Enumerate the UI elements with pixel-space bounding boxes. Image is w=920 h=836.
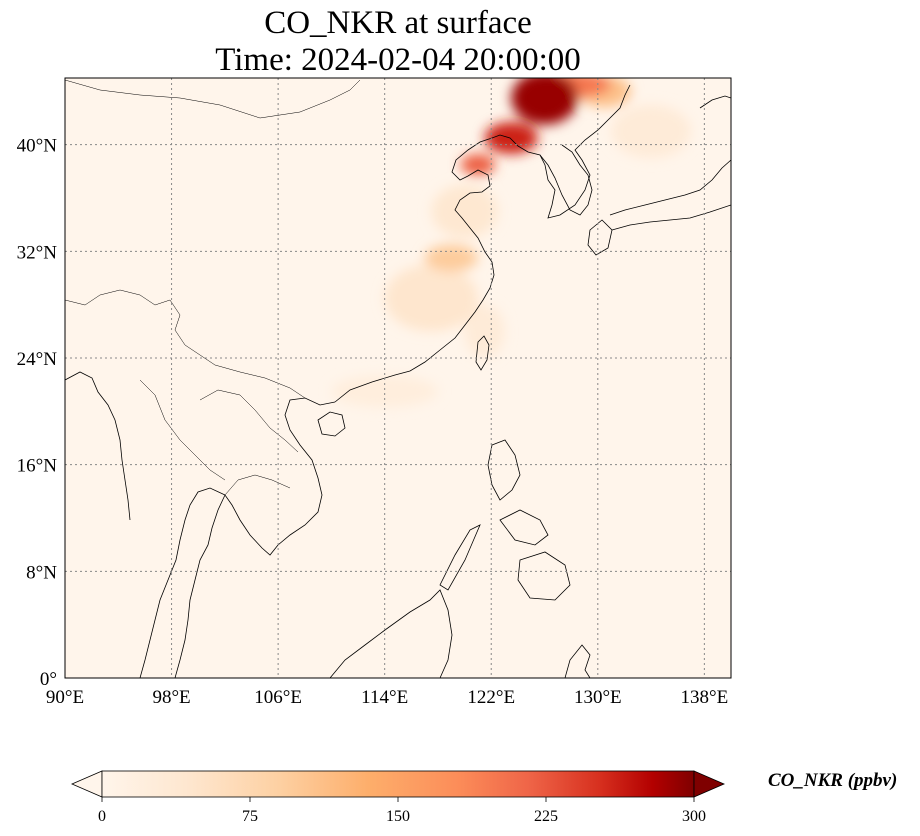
- sulawesi-island: [564, 644, 591, 678]
- colorbar-tick-label: 225: [534, 808, 558, 825]
- longitude-tick-label: 106°E: [254, 687, 302, 708]
- colorbar-ticks: 0 75 150 225 300: [98, 797, 706, 825]
- longitude-tick-label: 122°E: [467, 687, 515, 708]
- china-coastline: [334, 84, 631, 403]
- map-frame: [64, 77, 732, 679]
- longitude-tick-label: 138°E: [681, 687, 729, 708]
- co-plume: [460, 154, 496, 176]
- map-title: CO_NKR at surface: [264, 5, 532, 41]
- colorbar-tick-label: 75: [242, 808, 258, 825]
- colorbar-gradient: [101, 770, 695, 798]
- latitude-tick-label: 32°N: [17, 242, 58, 263]
- longitude-axis: 90°E 98°E 106°E 114°E 122°E 130°E 138°E: [46, 687, 728, 708]
- hainan-island: [317, 411, 346, 437]
- taiwan-island: [475, 335, 490, 371]
- co-plume: [611, 104, 692, 158]
- gridlines: [65, 78, 731, 678]
- colorbar-extend-max: [693, 770, 726, 798]
- mongolia-border: [65, 79, 361, 119]
- latitude-tick-label: 0°: [40, 669, 57, 690]
- coastlines: [65, 79, 731, 678]
- longitude-tick-label: 114°E: [361, 687, 408, 708]
- longitude-tick-label: 130°E: [574, 687, 622, 708]
- latitude-tick-label: 40°N: [17, 136, 58, 157]
- cambodia-border: [224, 474, 291, 496]
- latitude-axis: 0° 8°N 16°N 24°N 32°N 40°N: [17, 136, 58, 690]
- colorbar-tick-label: 300: [682, 808, 706, 825]
- visayas-islands: [499, 509, 549, 546]
- co-plume: [384, 264, 478, 332]
- longitude-tick-label: 98°E: [152, 687, 190, 708]
- co-plume: [431, 184, 498, 238]
- co-plume: [424, 244, 478, 272]
- co-plume: [511, 78, 578, 125]
- longitude-tick-label: 90°E: [46, 687, 84, 708]
- indochina-coastline: [174, 397, 336, 678]
- colorbar-extend-min: [70, 770, 103, 798]
- colorbar-label: CO_NKR (ppbv): [768, 770, 898, 791]
- country-borders: [65, 289, 306, 399]
- palawan-island: [439, 524, 481, 591]
- latitude-tick-label: 8°N: [26, 562, 57, 583]
- mindanao-island: [517, 551, 571, 601]
- hokkaido-island: [699, 95, 731, 109]
- colorbar-tick-label: 150: [386, 808, 410, 825]
- co-plume: [331, 375, 438, 408]
- co-plume: [464, 304, 505, 359]
- map-subtitle-time: Time: 2024-02-04 20:00:00: [215, 42, 581, 78]
- bay-of-bengal-coast: [65, 371, 131, 521]
- malay-peninsula: [139, 487, 226, 678]
- kyushu-island: [587, 219, 613, 256]
- colorbar: 0 75 150 225 300: [70, 770, 726, 825]
- borneo-island: [329, 589, 453, 678]
- colorbar-tick-label: 0: [98, 808, 106, 825]
- latitude-tick-label: 16°N: [17, 456, 58, 477]
- co-plume: [484, 122, 538, 154]
- honshu-island: [609, 159, 731, 216]
- laos-border: [199, 389, 299, 453]
- thailand-border: [139, 379, 226, 481]
- latitude-tick-label: 24°N: [17, 349, 58, 370]
- korea-peninsula: [539, 144, 593, 216]
- luzon-island: [487, 439, 521, 501]
- honshu-south-coast: [611, 204, 731, 231]
